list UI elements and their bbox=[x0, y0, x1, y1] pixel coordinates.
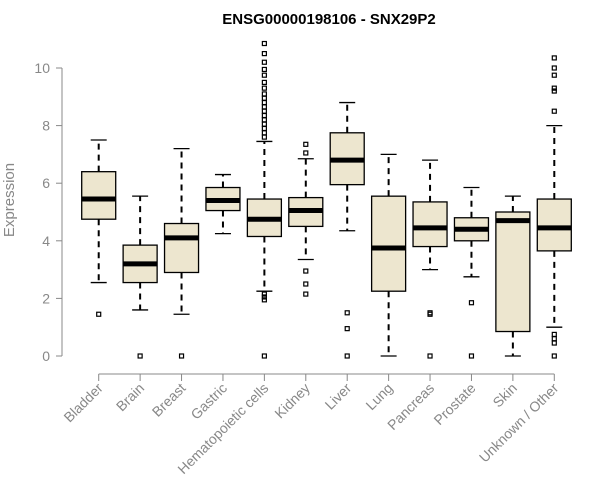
outlier-point bbox=[551, 85, 557, 91]
outlier-point bbox=[261, 91, 267, 97]
iqr-box bbox=[495, 211, 531, 333]
outlier-point bbox=[551, 65, 557, 71]
box-bladder bbox=[81, 139, 117, 317]
outlier-point bbox=[468, 353, 475, 359]
outlier-point bbox=[261, 104, 267, 110]
iqr-box bbox=[536, 198, 572, 252]
x-tick-label: Unknown / Other bbox=[476, 380, 562, 466]
box-lung bbox=[370, 153, 407, 357]
box-prostate bbox=[453, 186, 490, 359]
outlier-point bbox=[303, 150, 309, 156]
outlier-point bbox=[303, 141, 309, 147]
outlier-point bbox=[261, 59, 267, 65]
outlier-point bbox=[261, 130, 267, 136]
x-tick-label: Breast bbox=[149, 380, 189, 420]
outlier-point bbox=[261, 112, 267, 119]
box-group bbox=[81, 40, 572, 359]
y-tick-label: 8 bbox=[42, 118, 50, 134]
box-hematopoietic-cells bbox=[246, 40, 283, 359]
outlier-point bbox=[551, 108, 557, 114]
x-tick-label: Prostate bbox=[430, 380, 478, 428]
outlier-point bbox=[551, 340, 557, 346]
y-tick-label: 0 bbox=[42, 348, 50, 364]
outlier-point bbox=[344, 353, 350, 359]
outlier-point bbox=[261, 85, 267, 91]
outlier-point bbox=[261, 95, 267, 101]
outlier-point bbox=[551, 72, 557, 78]
y-tick-label: 6 bbox=[42, 175, 50, 191]
outlier-point bbox=[261, 99, 267, 106]
outlier-point bbox=[303, 268, 309, 274]
outlier-point bbox=[344, 310, 350, 316]
outlier-point bbox=[427, 353, 433, 359]
box-brain bbox=[122, 195, 158, 359]
iqr-box bbox=[370, 195, 407, 292]
x-tick-label: Brain bbox=[113, 380, 147, 414]
outlier-point bbox=[137, 353, 143, 359]
iqr-box bbox=[412, 201, 448, 248]
outlier-point bbox=[261, 291, 267, 297]
outlier-point bbox=[344, 326, 350, 332]
y-tick-label: 2 bbox=[42, 290, 50, 306]
outlier-point bbox=[303, 281, 309, 287]
outlier-point bbox=[261, 294, 267, 300]
outlier-point bbox=[261, 125, 267, 132]
outlier-point bbox=[468, 300, 475, 306]
outlier-point bbox=[303, 291, 309, 297]
x-tick-label: Kidney bbox=[271, 380, 313, 422]
outlier-point bbox=[551, 353, 557, 359]
y-tick-label: 10 bbox=[34, 60, 50, 76]
box-skin bbox=[495, 195, 531, 357]
outlier-point bbox=[261, 72, 267, 78]
outlier-point bbox=[261, 297, 267, 303]
y-axis-label: Expression bbox=[1, 163, 18, 237]
box-pancreas bbox=[412, 159, 448, 359]
outlier-point bbox=[261, 40, 267, 47]
x-tick-label: Liver bbox=[322, 380, 355, 413]
outlier-point bbox=[551, 88, 557, 94]
outlier-point bbox=[261, 121, 267, 127]
outlier-point bbox=[178, 353, 185, 359]
outlier-point bbox=[261, 353, 267, 359]
y-tick-label: 4 bbox=[42, 233, 50, 249]
outlier-point bbox=[96, 311, 102, 317]
x-tick-label: Skin bbox=[489, 380, 520, 411]
outlier-point bbox=[261, 66, 267, 73]
box-gastric bbox=[205, 173, 241, 235]
outlier-point bbox=[551, 331, 557, 337]
outlier-point bbox=[261, 108, 267, 114]
iqr-box bbox=[163, 222, 200, 274]
chart-title: ENSG00000198106 - SNX29P2 bbox=[222, 11, 435, 28]
outlier-point bbox=[261, 117, 267, 123]
x-tick-label: Lung bbox=[362, 380, 395, 413]
outlier-point bbox=[261, 50, 267, 57]
outlier-point bbox=[551, 55, 557, 61]
box-liver bbox=[329, 101, 365, 359]
x-tick-label: Bladder bbox=[60, 380, 106, 426]
outlier-point bbox=[551, 336, 557, 342]
outlier-point bbox=[261, 134, 267, 140]
box-kidney bbox=[288, 141, 324, 297]
outlier-point bbox=[427, 310, 433, 316]
outlier-point bbox=[261, 79, 267, 86]
y-axis: 0 2 4 6 8 10 bbox=[34, 60, 63, 364]
box-unknown-other bbox=[536, 55, 572, 359]
box-breast bbox=[163, 147, 200, 359]
iqr-box bbox=[81, 171, 117, 220]
